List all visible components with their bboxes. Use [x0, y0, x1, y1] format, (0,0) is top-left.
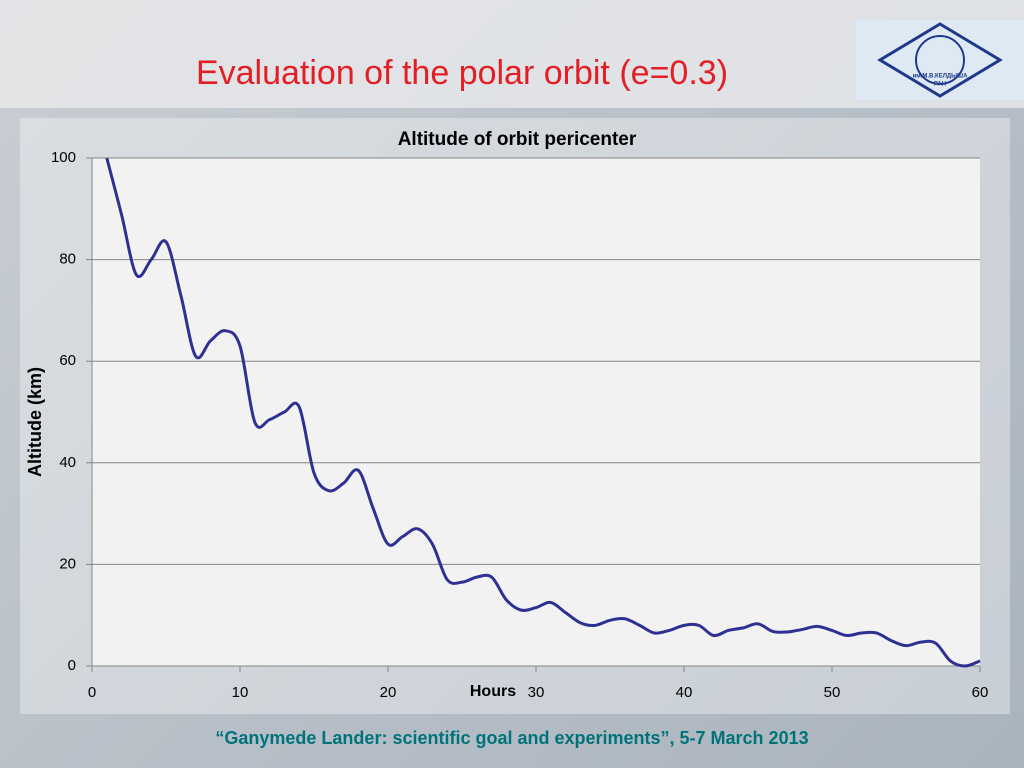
footer: “Ganymede Lander: scientific goal and ex… [215, 728, 808, 748]
y-tick-label: 0 [68, 657, 76, 674]
title-suffix: (e=0.3) [619, 54, 728, 92]
y-tick-label: 100 [51, 149, 76, 166]
plot-area [92, 158, 980, 666]
y-tick-label: 60 [59, 352, 76, 369]
x-tick-label: 20 [380, 684, 397, 701]
y-axis-label: Altitude (km) [25, 367, 45, 477]
title-main: Evaluation of the polar orbit [196, 54, 610, 92]
x-tick-label: 50 [824, 684, 841, 701]
logo-circle [915, 35, 965, 85]
y-tick-label: 20 [59, 555, 76, 572]
slide-title: Evaluation of the polar orbit (e=0.3) [196, 54, 728, 92]
logo-text: им.М.В.КЕЛДЫША [913, 74, 969, 80]
line-series [105, 157, 981, 668]
x-tick-label: 0 [88, 684, 96, 701]
title-band [0, 0, 1024, 108]
x-tick-label: 30 [528, 684, 545, 701]
x-tick-label: 10 [232, 684, 249, 701]
x-tick-label: 60 [972, 684, 989, 701]
logo-diamond [877, 22, 1003, 98]
chart-title: Altitude of orbit pericenter [398, 129, 637, 150]
logo-text: РАН [934, 82, 946, 88]
x-tick-label: 40 [676, 684, 693, 701]
logo-box [856, 20, 1024, 100]
y-tick-label: 80 [59, 251, 76, 268]
x-axis-label: Hours [470, 683, 516, 700]
y-tick-label: 40 [59, 454, 76, 471]
